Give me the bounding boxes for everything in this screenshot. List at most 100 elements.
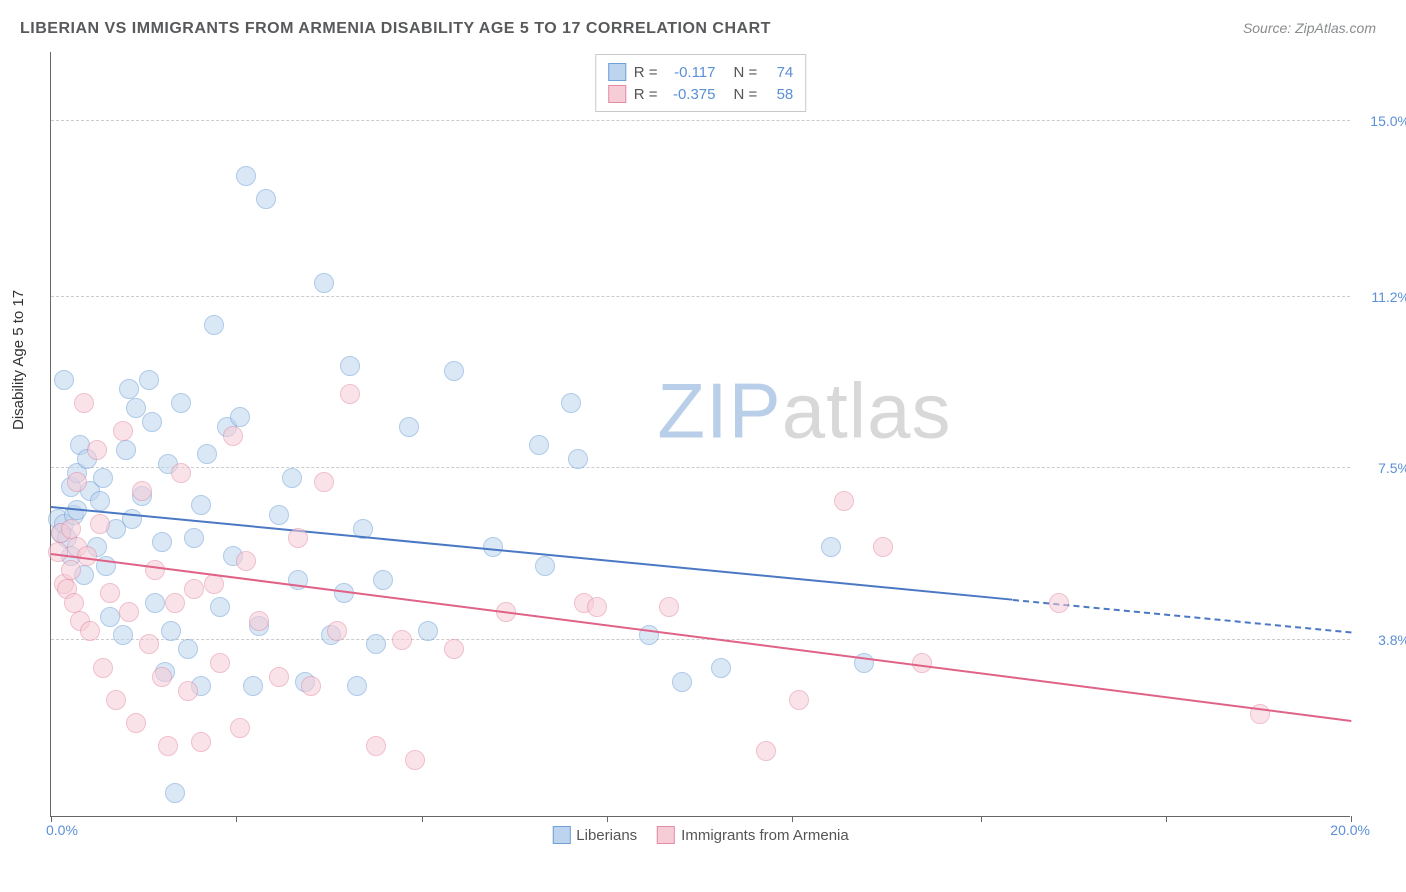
- n-value-liberians: 74: [765, 64, 793, 81]
- n-value-armenia: 58: [765, 86, 793, 103]
- swatch-armenia: [608, 85, 626, 103]
- scatter-point: [145, 593, 165, 613]
- scatter-point: [116, 440, 136, 460]
- scatter-point: [301, 676, 321, 696]
- scatter-point: [197, 444, 217, 464]
- scatter-point: [249, 611, 269, 631]
- scatter-point: [139, 634, 159, 654]
- scatter-point: [161, 621, 181, 641]
- scatter-point: [210, 653, 230, 673]
- r-label: R =: [634, 86, 658, 103]
- scatter-point: [568, 449, 588, 469]
- scatter-point: [1049, 593, 1069, 613]
- chart-title: LIBERIAN VS IMMIGRANTS FROM ARMENIA DISA…: [20, 20, 771, 38]
- y-axis-label: Disability Age 5 to 17: [10, 290, 27, 430]
- source-prefix: Source:: [1243, 20, 1295, 36]
- scatter-point: [158, 736, 178, 756]
- scatter-point: [327, 621, 347, 641]
- y-tick-label: 11.2%: [1355, 289, 1406, 305]
- scatter-point: [191, 495, 211, 515]
- y-tick-label: 15.0%: [1355, 113, 1406, 129]
- scatter-point: [100, 583, 120, 603]
- scatter-point: [711, 658, 731, 678]
- scatter-point: [64, 593, 84, 613]
- scatter-point: [204, 315, 224, 335]
- x-tick: [51, 816, 52, 822]
- scatter-point: [100, 607, 120, 627]
- legend-swatch-liberians: [552, 826, 570, 844]
- x-tick: [1166, 816, 1167, 822]
- trend-line: [51, 553, 1351, 722]
- scatter-point: [873, 537, 893, 557]
- scatter-point: [561, 393, 581, 413]
- scatter-point: [756, 741, 776, 761]
- stats-row-armenia: R = -0.375 N = 58: [608, 83, 794, 105]
- scatter-point: [399, 417, 419, 437]
- scatter-point: [314, 472, 334, 492]
- scatter-point: [113, 625, 133, 645]
- scatter-point: [672, 672, 692, 692]
- scatter-point: [236, 166, 256, 186]
- scatter-point: [48, 542, 68, 562]
- source-attribution: Source: ZipAtlas.com: [1243, 20, 1376, 36]
- scatter-point: [119, 602, 139, 622]
- y-tick-label: 3.8%: [1355, 632, 1406, 648]
- scatter-point: [171, 463, 191, 483]
- scatter-point: [113, 421, 133, 441]
- n-label: N =: [734, 64, 758, 81]
- scatter-point: [230, 407, 250, 427]
- scatter-point: [90, 514, 110, 534]
- scatter-point: [61, 519, 81, 539]
- scatter-point: [256, 189, 276, 209]
- scatter-point: [587, 597, 607, 617]
- scatter-point: [119, 379, 139, 399]
- scatter-point: [223, 426, 243, 446]
- scatter-point: [366, 736, 386, 756]
- scatter-point: [282, 468, 302, 488]
- scatter-point: [405, 750, 425, 770]
- x-axis-origin-label: 0.0%: [46, 822, 78, 838]
- scatter-point: [61, 560, 81, 580]
- scatter-point: [126, 398, 146, 418]
- scatter-point: [529, 435, 549, 455]
- x-tick: [422, 816, 423, 822]
- scatter-point: [373, 570, 393, 590]
- r-value-liberians: -0.117: [666, 64, 716, 81]
- scatter-point: [126, 713, 146, 733]
- scatter-point: [444, 639, 464, 659]
- legend-label-liberians: Liberians: [576, 827, 637, 844]
- scatter-point: [106, 690, 126, 710]
- scatter-point: [789, 690, 809, 710]
- x-tick: [1351, 816, 1352, 822]
- scatter-point: [93, 658, 113, 678]
- x-tick: [236, 816, 237, 822]
- scatter-point: [243, 676, 263, 696]
- scatter-point: [184, 528, 204, 548]
- scatter-point: [347, 676, 367, 696]
- x-tick: [792, 816, 793, 822]
- scatter-point: [210, 597, 230, 617]
- scatter-point: [152, 532, 172, 552]
- scatter-point: [152, 667, 172, 687]
- stats-row-liberians: R = -0.117 N = 74: [608, 61, 794, 83]
- scatter-point: [314, 273, 334, 293]
- scatter-point: [93, 468, 113, 488]
- watermark-zip: ZIP: [657, 367, 781, 455]
- y-tick-label: 7.5%: [1355, 460, 1406, 476]
- scatter-point: [178, 681, 198, 701]
- swatch-liberians: [608, 63, 626, 81]
- scatter-point: [139, 370, 159, 390]
- scatter-point: [821, 537, 841, 557]
- scatter-point: [54, 370, 74, 390]
- scatter-point: [132, 481, 152, 501]
- x-tick: [607, 816, 608, 822]
- scatter-point: [535, 556, 555, 576]
- scatter-point: [142, 412, 162, 432]
- x-tick: [981, 816, 982, 822]
- scatter-point: [340, 356, 360, 376]
- r-label: R =: [634, 64, 658, 81]
- scatter-point: [230, 718, 250, 738]
- scatter-point: [191, 732, 211, 752]
- scatter-point: [90, 491, 110, 511]
- scatter-point: [165, 593, 185, 613]
